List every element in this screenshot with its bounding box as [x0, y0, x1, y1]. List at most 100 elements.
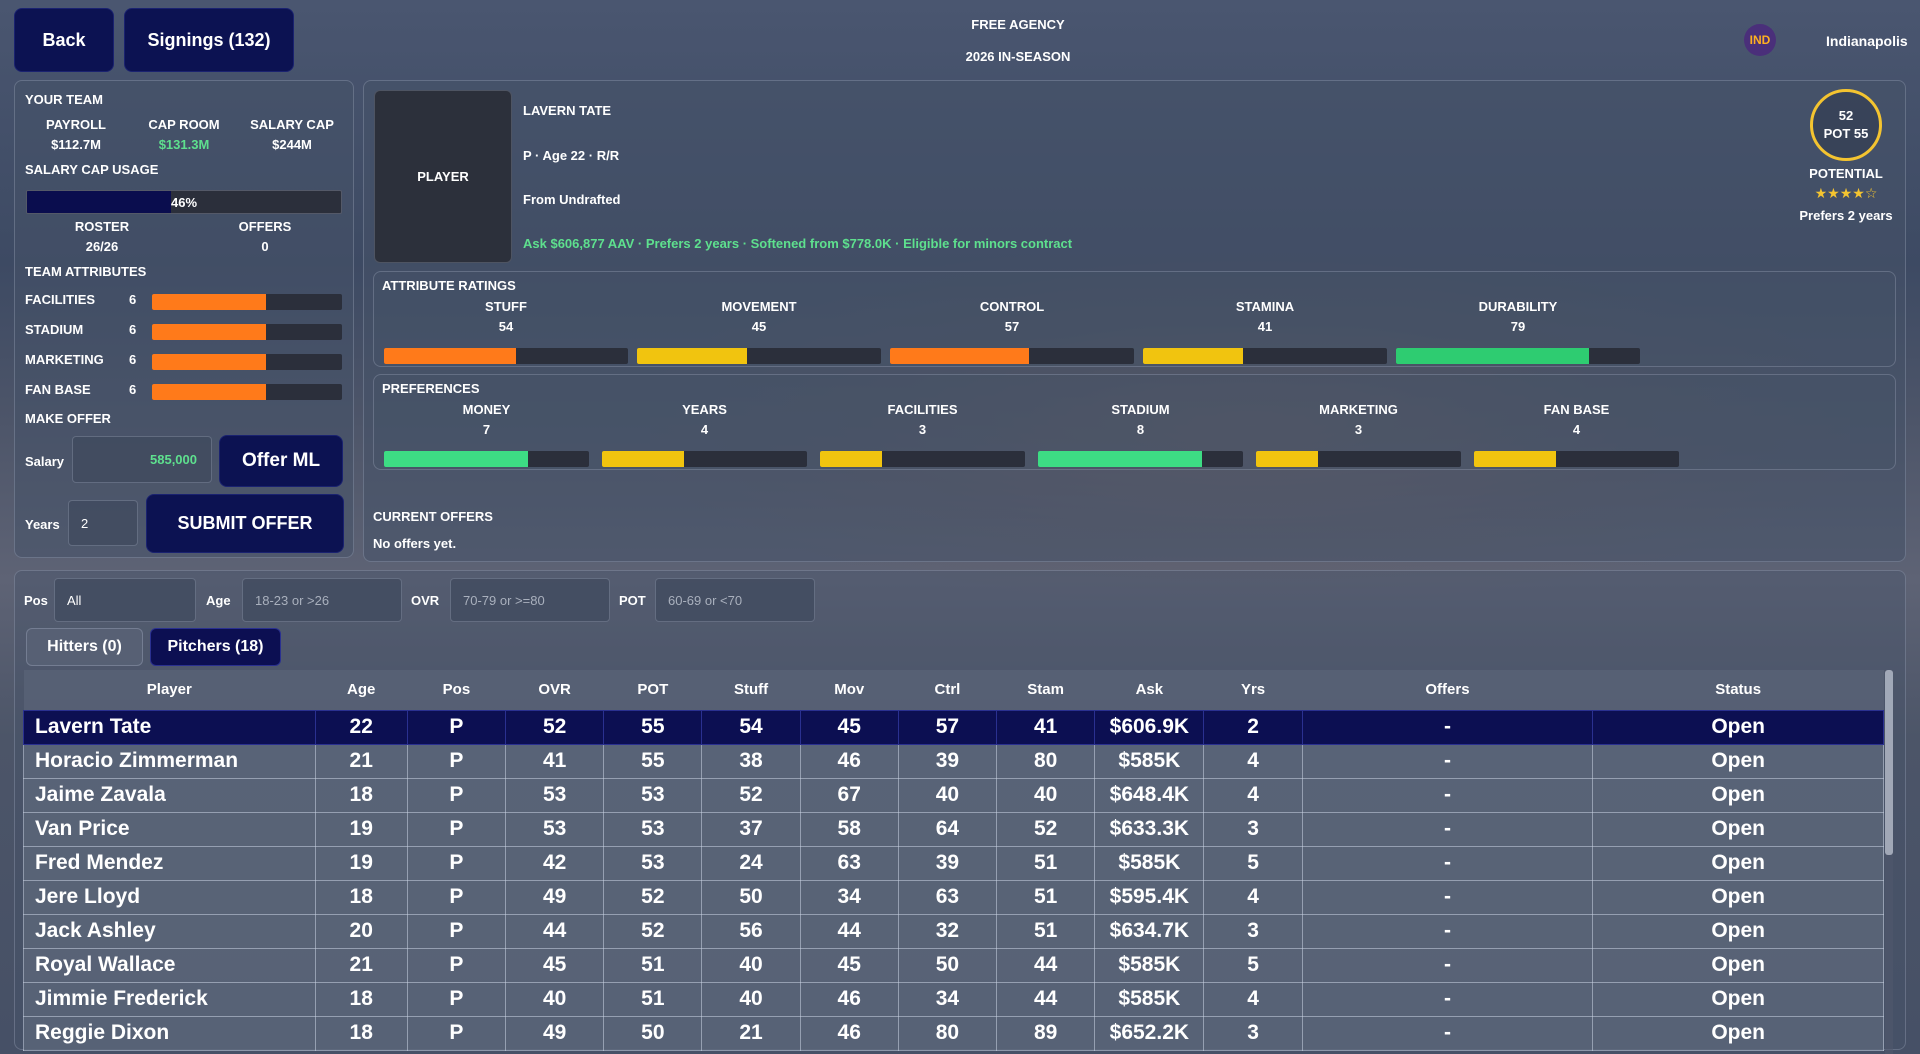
- table-cell: 51: [996, 913, 1096, 949]
- offer-ml-button[interactable]: Offer ML: [219, 435, 343, 487]
- page-subtitle: 2026 IN-SEASON: [965, 49, 1071, 64]
- table-cell: 80: [996, 743, 1096, 779]
- table-cell: 45: [799, 947, 899, 983]
- pos-filter-label: Pos: [24, 593, 48, 608]
- table-cell: Horacio Zimmerman: [23, 743, 316, 779]
- table-cell: 51: [603, 947, 703, 983]
- table-cell: 19: [314, 811, 408, 847]
- table-cell: 18: [314, 981, 408, 1017]
- column-header[interactable]: Stam: [996, 670, 1095, 710]
- table-row[interactable]: Van Price 19 P 53 53 37 58 64 52 $633.3K 3- Open: [23, 811, 1884, 847]
- pot-filter-input[interactable]: 60-69 or <70: [655, 578, 815, 622]
- team-attribute-bar-fill: [152, 384, 266, 400]
- column-header[interactable]: Status: [1592, 670, 1884, 710]
- preference-bar: [1038, 451, 1243, 467]
- tab-pitchers[interactable]: Pitchers (18): [150, 628, 281, 666]
- column-header[interactable]: Ask: [1094, 670, 1204, 710]
- team-attribute-bar: [152, 324, 342, 340]
- table-cell: 2: [1203, 709, 1303, 745]
- table-cell: 22: [314, 709, 408, 745]
- table-cell: P: [406, 981, 507, 1017]
- table-row[interactable]: Jack Ashley 20 P 44 52 56 44 32 51 $634.7K 3- Open: [23, 913, 1884, 949]
- table-row[interactable]: Fred Mendez 19 P 42 53 24 63 39 51 $585K 5- Open: [23, 845, 1884, 881]
- tab-hitters[interactable]: Hitters (0): [26, 628, 143, 666]
- salary-input[interactable]: 585,000: [72, 436, 212, 483]
- preference-bar-fill: [820, 451, 882, 467]
- attribute-rating-bar: [890, 348, 1134, 364]
- table-cell: 18: [314, 1015, 408, 1051]
- table-scrollbar-thumb[interactable]: [1885, 670, 1893, 855]
- table-cell: 46: [799, 743, 899, 779]
- table-row[interactable]: Royal Wallace 21 P 45 51 40 45 50 44 $585K 5- Open: [23, 947, 1884, 983]
- column-header[interactable]: POT: [603, 670, 702, 710]
- column-header[interactable]: Yrs: [1203, 670, 1303, 710]
- salary-cap-value: $244M: [272, 137, 312, 152]
- team-attribute-label: FAN BASE: [25, 382, 91, 397]
- table-cell: 55: [603, 709, 703, 745]
- table-cell: $606.9K: [1094, 709, 1205, 745]
- table-cell: Open: [1592, 743, 1884, 779]
- table-cell: P: [406, 845, 507, 881]
- table-cell: $652.2K: [1094, 1015, 1205, 1051]
- table-cell: Jimmie Frederick: [23, 981, 316, 1017]
- team-attribute-value: 6: [129, 322, 137, 337]
- column-header[interactable]: Offers: [1302, 670, 1593, 710]
- team-attribute-bar-fill: [152, 354, 266, 370]
- attribute-rating-value: 41: [1257, 319, 1273, 334]
- preference-bar: [820, 451, 1025, 467]
- offers-label: OFFERS: [238, 219, 292, 234]
- prefers-years: Prefers 2 years: [1799, 208, 1893, 223]
- table-cell: 21: [701, 1015, 801, 1051]
- table-cell: Open: [1592, 947, 1884, 983]
- years-label: Years: [25, 517, 60, 532]
- table-cell: 38: [701, 743, 801, 779]
- potential-stars: ★★★★☆: [1814, 185, 1878, 201]
- table-cell: P: [406, 709, 507, 745]
- table-cell: 51: [996, 879, 1096, 915]
- back-button[interactable]: Back: [14, 8, 114, 72]
- table-cell: $585K: [1094, 743, 1205, 779]
- column-header[interactable]: Pos: [407, 670, 506, 710]
- years-input[interactable]: 2: [68, 500, 138, 546]
- pos-filter-select[interactable]: All: [54, 578, 196, 622]
- column-header[interactable]: Player: [23, 670, 316, 710]
- column-header[interactable]: Ctrl: [898, 670, 997, 710]
- submit-offer-button[interactable]: SUBMIT OFFER: [146, 494, 344, 553]
- player-ask-line: Ask $606,877 AAV · Prefers 2 years · Sof…: [523, 236, 1073, 251]
- table-cell: 64: [897, 811, 998, 847]
- table-cell: -: [1301, 879, 1594, 915]
- team-attribute-value: 6: [129, 292, 137, 307]
- table-row[interactable]: Jere Lloyd 18 P 49 52 50 34 63 51 $595.4K 4- Open: [23, 879, 1884, 915]
- table-row[interactable]: Horacio Zimmerman 21 P 41 55 38 46 39 80 $585K 4- O…: [23, 743, 1884, 779]
- table-cell: P: [406, 811, 507, 847]
- column-header[interactable]: Mov: [800, 670, 899, 710]
- preference-label: FAN BASE: [1543, 402, 1610, 417]
- table-cell: $648.4K: [1094, 777, 1205, 813]
- column-header[interactable]: Stuff: [701, 670, 801, 710]
- preference-value: 4: [1572, 422, 1581, 437]
- table-cell: Open: [1592, 981, 1884, 1017]
- table-cell: -: [1301, 981, 1594, 1017]
- table-row[interactable]: Jimmie Frederick 18 P 40 51 40 46 34 44 $585K 4- Op…: [23, 981, 1884, 1017]
- team-attribute-value: 6: [129, 352, 137, 367]
- column-header[interactable]: OVR: [505, 670, 604, 710]
- table-cell: -: [1301, 743, 1594, 779]
- table-cell: 54: [701, 709, 801, 745]
- table-cell: -: [1301, 811, 1594, 847]
- age-filter-input[interactable]: 18-23 or >26: [242, 578, 402, 622]
- table-cell: $585K: [1094, 845, 1205, 881]
- age-filter-label: Age: [206, 593, 231, 608]
- signings-button[interactable]: Signings (132): [124, 8, 294, 72]
- table-cell: 18: [314, 777, 408, 813]
- table-row[interactable]: Jaime Zavala 18 P 53 53 52 67 40 40 $648.4K 4- Open: [23, 777, 1884, 813]
- table-scrollbar[interactable]: [1885, 670, 1893, 1054]
- attribute-rating-bar: [1396, 348, 1640, 364]
- cap-room-label: CAP ROOM: [148, 117, 220, 132]
- table-cell: 40: [996, 777, 1096, 813]
- table-row[interactable]: Lavern Tate 22 P 52 55 54 45 57 41 $606.9K 2- Open: [23, 709, 1884, 745]
- column-header[interactable]: Age: [315, 670, 408, 710]
- table-row[interactable]: Reggie Dixon 18 P 49 50 21 46 80 89 $652.2K 3- Open: [23, 1015, 1884, 1051]
- ovr-filter-input[interactable]: 70-79 or >=80: [450, 578, 610, 622]
- table-cell: 52: [603, 879, 703, 915]
- preference-bar-fill: [1256, 451, 1318, 467]
